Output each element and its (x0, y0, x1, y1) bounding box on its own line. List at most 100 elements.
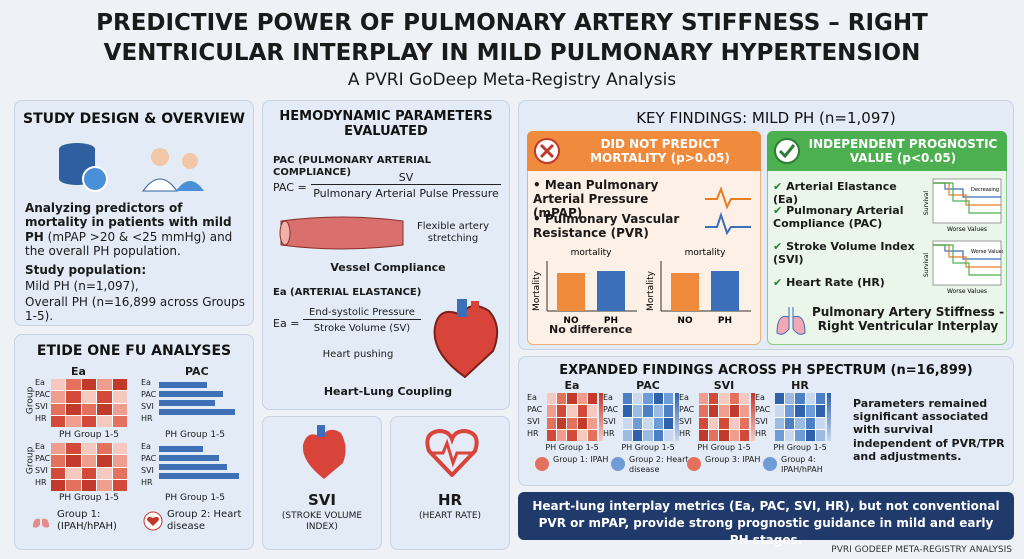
row-label: Ea (35, 378, 45, 387)
heatmap-cell (699, 429, 709, 441)
row-label: PAC (755, 405, 771, 414)
mini-chart-y-label: Mortality (646, 270, 656, 311)
heatmap-cell (663, 417, 673, 429)
formula-numerator: End-systolic Pressure (303, 307, 421, 320)
km-curve (933, 244, 1001, 276)
heatmap-cell (663, 393, 673, 405)
heatmap-cell (51, 443, 66, 455)
heatmap-cell (623, 405, 633, 417)
heatmap-cell (663, 429, 673, 441)
decoration (159, 446, 203, 452)
heatmap-cell (739, 393, 749, 405)
footer: PVRI GODEEP META-REGISTRY ANALYSIS (831, 545, 1012, 555)
decoration (176, 181, 204, 191)
heatmap-cell (81, 403, 97, 415)
decoration (431, 438, 473, 468)
heatmap-cell (587, 429, 597, 441)
heart-icon (143, 511, 163, 531)
heatmap-cell (623, 417, 633, 429)
heatmap-cell (81, 467, 97, 479)
row-label: HR (527, 429, 539, 438)
check-icon (774, 138, 800, 164)
heatmap-cell (699, 405, 709, 417)
decoration (778, 144, 796, 159)
not-predict-header-bg (527, 131, 761, 171)
heatmap-cell (66, 403, 81, 415)
heatmap-cell (547, 417, 557, 429)
vessel-note: Flexible artery stretching (416, 221, 489, 244)
heat-scale (599, 393, 603, 441)
decoration (705, 211, 751, 235)
mini-chart: mortality Mortality NO PH (645, 247, 755, 331)
heatmap-cell (66, 467, 81, 479)
heatmap-cell (587, 417, 597, 429)
formula-lhs: Ea = (273, 317, 300, 330)
heatmap-cell (66, 391, 81, 403)
row-label: Ea (527, 393, 537, 402)
population-label: Study population: (25, 263, 147, 277)
heatmap-cell (719, 393, 729, 405)
heatmap-cell (81, 443, 97, 455)
heatmap (623, 393, 673, 441)
row-label: HR (603, 429, 615, 438)
card-label: SVI (308, 491, 336, 509)
panel-title: STUDY DESIGN & OVERVIEW (22, 111, 245, 127)
row-label: SVI (679, 417, 692, 426)
item-text: Pulmonary Vascular Resistance (PVR) (533, 212, 680, 240)
expanded-panel: EXPANDED FINDINGS ACROSS PH SPECTRUM (n=… (518, 356, 1014, 486)
heatmap-cell (567, 429, 577, 441)
heatmap-cell (51, 467, 66, 479)
decoration (425, 428, 479, 477)
heatmap-cell (51, 379, 66, 391)
decoration (159, 464, 227, 470)
heatmap-cell (815, 429, 825, 441)
not-predict-item: • Pulmonary Vascular Resistance (PVR) (533, 212, 680, 240)
x-label: PH Group 1-5 (773, 443, 827, 452)
row-label: HR (679, 429, 691, 438)
item-text: Mean Pulmonary Arterial Pressure (mPAP) (533, 178, 659, 220)
row-label: SVI (141, 466, 154, 475)
bar (671, 273, 699, 311)
heatmap-cell (557, 393, 567, 405)
heatmap-cell (775, 405, 785, 417)
formula-denominator: Stroke Volume (SV) (313, 323, 411, 334)
heatmap-cell (653, 429, 663, 441)
heatmap-cell (805, 405, 815, 417)
decoration (159, 400, 215, 406)
row-label: HR (141, 478, 153, 487)
row-label: SVI (141, 402, 154, 411)
heatmap-cell (785, 429, 795, 441)
heatmap-cell (643, 393, 653, 405)
decoration (159, 409, 235, 415)
not-predict-caption: No difference (549, 323, 633, 336)
heatmap (51, 443, 127, 491)
heatmap-cell (775, 393, 785, 405)
heatmap-cell (623, 429, 633, 441)
decoration (151, 148, 169, 166)
decoration (280, 216, 404, 250)
decoration (705, 186, 751, 210)
x-label: PH Group 1-5 (697, 443, 751, 452)
heatmap-cell (719, 405, 729, 417)
heat-scale (751, 393, 755, 441)
heatmap-cell (97, 443, 112, 455)
heatmap-cell (51, 479, 66, 491)
km-svg: Survival Worse Values Decreasing (923, 178, 1002, 233)
row-label: Ea (141, 378, 151, 387)
formula-numerator: SV (311, 171, 501, 186)
expanded-note: Parameters remained significant associat… (853, 397, 1005, 463)
heatmap-cell (709, 429, 719, 441)
decoration (33, 513, 49, 528)
heatmap-cell (805, 429, 815, 441)
heatmap-cell (795, 417, 805, 429)
row-label: SVI (35, 466, 48, 475)
mini-chart-title: mortality (685, 248, 727, 258)
heatmap-title: Ea (564, 379, 580, 392)
heatmap-cell (699, 417, 709, 429)
vessel-icon (279, 216, 404, 250)
heatmap-cell (97, 391, 112, 403)
heatmap-cell (709, 405, 719, 417)
category-label: PH (718, 316, 732, 326)
decoration: ✔ (773, 276, 783, 289)
heatmap-cell (739, 417, 749, 429)
